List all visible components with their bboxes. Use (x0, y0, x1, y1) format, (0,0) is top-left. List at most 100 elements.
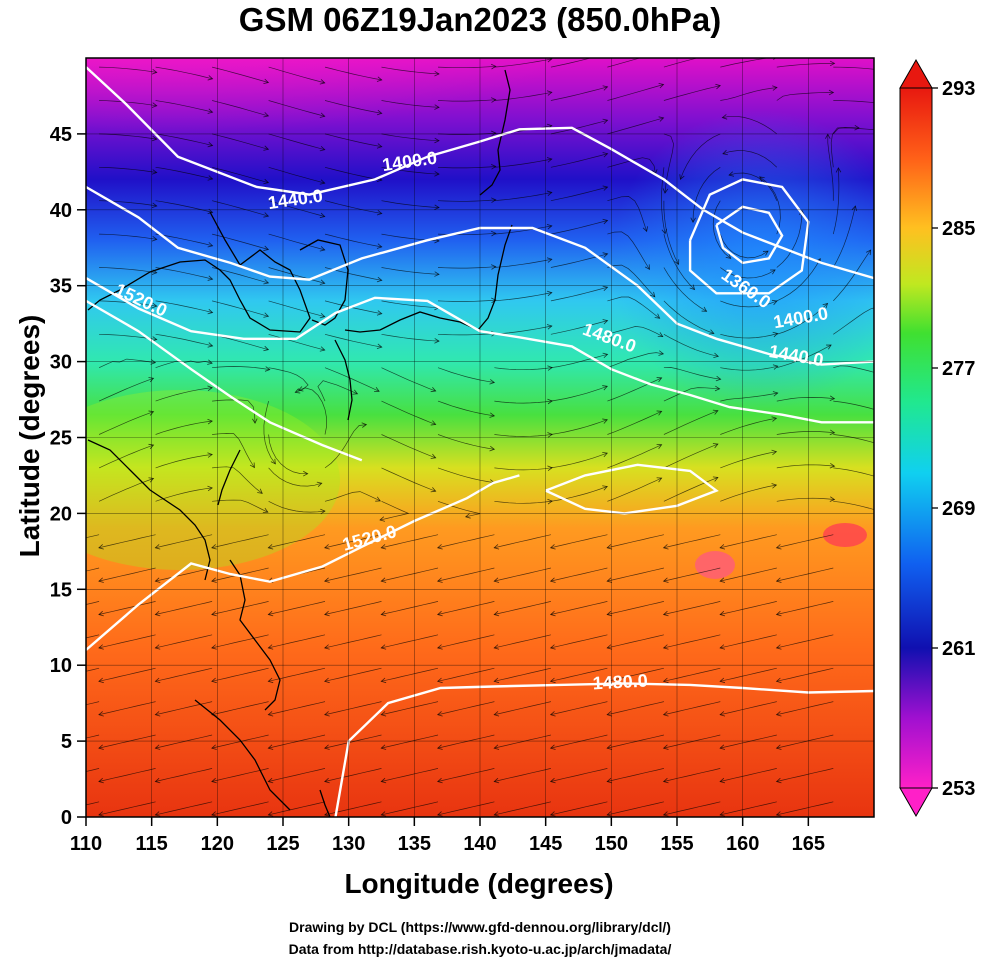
streamline (720, 300, 778, 308)
streamline-arrow (436, 711, 443, 717)
streamline-arrow (762, 250, 769, 256)
streamline-arrow (602, 118, 609, 125)
streamline-arrow (434, 104, 440, 110)
streamline-arrow (430, 453, 437, 459)
streamline-arrow (436, 610, 443, 617)
streamline (720, 634, 777, 649)
streamline (607, 231, 650, 270)
streamline-arrow (380, 577, 387, 583)
streamline-arrow (324, 610, 330, 617)
streamline (268, 333, 325, 351)
streamline (607, 801, 664, 816)
streamline (155, 667, 213, 682)
streamline-arrow (267, 777, 274, 784)
contour-line (86, 299, 363, 462)
streamline (494, 400, 553, 404)
streamline-arrow (207, 242, 214, 248)
streamline-arrow (606, 610, 613, 617)
streamline-arrow (207, 141, 214, 148)
streamline-arrow (207, 175, 214, 181)
streamline (720, 451, 777, 469)
streamline-arrow (491, 97, 497, 103)
streamline-arrow (98, 811, 104, 817)
streamline-arrow (606, 711, 613, 717)
streamline (324, 768, 382, 782)
streamline-arrow (207, 452, 213, 458)
streamline (324, 701, 382, 716)
streamline-arrow (319, 346, 326, 352)
streamline-arrow (361, 422, 368, 428)
streamline-arrow (436, 811, 443, 817)
streamline-arrow (376, 109, 383, 116)
streamline-arrow (151, 135, 158, 142)
streamline-arrow (662, 544, 669, 550)
streamline (437, 734, 495, 749)
streamline-arrow (602, 451, 608, 458)
streamline (381, 267, 440, 275)
streamline (155, 487, 213, 502)
streamline (494, 601, 551, 615)
streamline (494, 467, 553, 471)
streamline-arrow (148, 477, 155, 483)
streamline-arrow (662, 644, 669, 650)
streamline (607, 410, 662, 435)
streamline-arrow (549, 644, 556, 650)
streamline-arrow (546, 257, 553, 263)
colorbar-tick-label: 277 (942, 358, 975, 380)
streamline-arrow (719, 544, 726, 550)
streamline-arrow (430, 487, 437, 493)
streamline-arrow (154, 811, 161, 817)
streamline-arrow (719, 644, 726, 650)
x-tick-label: 140 (463, 833, 496, 855)
streamline-arrow (885, 374, 890, 379)
streamline (437, 701, 495, 716)
streamline-arrow (722, 149, 728, 156)
streamline-arrow (649, 291, 656, 298)
streamline (776, 667, 834, 682)
streamline-arrow (436, 544, 443, 550)
streamline-arrow (549, 610, 556, 617)
x-tick-label: 145 (529, 833, 562, 855)
streamline-arrow (828, 89, 835, 96)
streamline (155, 701, 213, 716)
streamline-arrow (154, 610, 161, 617)
streamline (437, 467, 495, 484)
streamline (381, 300, 440, 309)
streamline-arrow (606, 811, 613, 817)
streamline-arrow (376, 276, 383, 283)
streamline-arrow (690, 217, 696, 223)
streamline-arrow (658, 116, 665, 122)
streamline-arrow (886, 68, 891, 73)
streamline (211, 801, 269, 816)
streamline (268, 801, 326, 816)
streamline-arrow (436, 744, 443, 750)
streamline (381, 66, 440, 75)
streamline (720, 392, 778, 402)
streamline (550, 153, 608, 168)
streamline-arrow (154, 577, 161, 583)
streamline (211, 601, 269, 615)
contour-line (545, 463, 719, 515)
credit-data: Data from http://database.rish.kyoto-u.a… (288, 941, 672, 957)
streamline-arrow (380, 811, 387, 817)
streamline-arrow (491, 130, 497, 137)
streamline-arrow (772, 391, 779, 397)
streamline-arrow (547, 58, 553, 63)
streamline-arrow (775, 544, 782, 550)
streamline (607, 326, 663, 337)
streamline (98, 411, 154, 435)
streamline (776, 63, 835, 68)
streamline (99, 66, 157, 73)
streamline (86, 601, 100, 605)
streamline (607, 58, 641, 68)
y-tick-label: 0 (61, 807, 72, 829)
streamline (98, 478, 154, 502)
streamline (494, 325, 552, 335)
streamline (833, 500, 874, 510)
streamline-arrow (549, 577, 556, 583)
streamline-arrow (376, 243, 383, 249)
y-tick-label: 45 (50, 124, 72, 146)
streamline (776, 734, 834, 749)
streamline-arrow (606, 777, 613, 784)
streamline (776, 634, 834, 649)
